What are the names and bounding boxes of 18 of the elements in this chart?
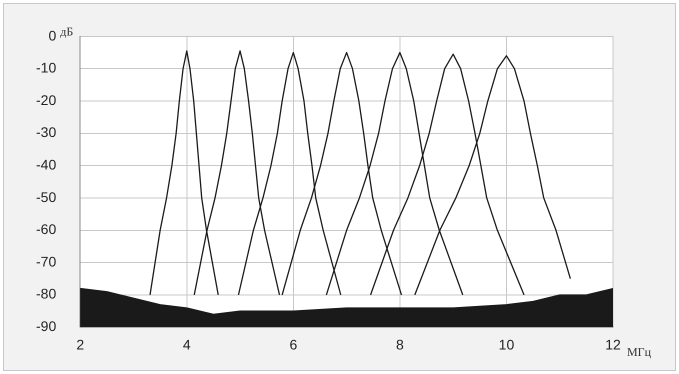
y-tick-label: 0 [48, 27, 56, 44]
y-tick-label: -30 [36, 124, 56, 140]
x-tick-label: 8 [396, 336, 404, 352]
y-tick-label: -50 [36, 188, 56, 205]
y-tick-label: -20 [36, 92, 56, 108]
y-tick-label: -40 [36, 156, 56, 173]
x-axis-title: МГц [627, 345, 652, 360]
y-tick-label: -80 [36, 286, 56, 302]
y-tick-label: -90 [36, 318, 56, 334]
x-tick-label: 10 [498, 336, 514, 352]
y-tick-label: -70 [36, 253, 56, 270]
x-tick-label: 2 [76, 336, 84, 352]
x-tick-label: 4 [182, 336, 191, 352]
x-tick-label: 6 [289, 336, 298, 352]
y-axis-title: дБ [60, 24, 74, 39]
y-tick-label: -60 [36, 221, 56, 238]
y-tick-label: -10 [36, 60, 56, 76]
x-tick-label: 12 [605, 336, 621, 352]
